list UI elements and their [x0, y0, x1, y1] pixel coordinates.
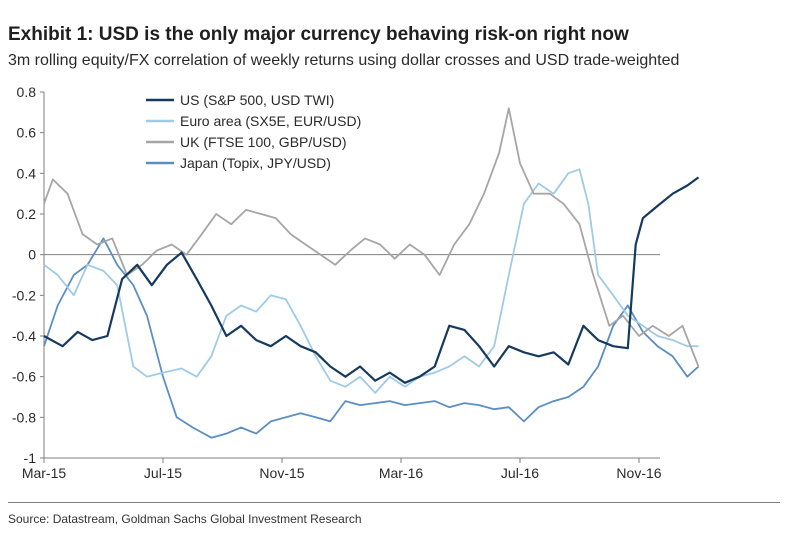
y-tick-label: -0.6 — [12, 369, 36, 385]
x-tick-label: Mar-15 — [22, 465, 67, 481]
y-tick-label: 0.6 — [17, 125, 37, 141]
series-line-euro — [43, 168, 699, 394]
legend-label-us: US (S&P 500, USD TWI) — [180, 92, 334, 108]
series-line-uk — [43, 107, 700, 367]
y-tick-label: -0.4 — [12, 328, 36, 344]
series-line-japan — [43, 237, 700, 439]
y-tick-label: -0.8 — [12, 409, 36, 425]
legend-label-uk: UK (FTSE 100, GBP/USD) — [180, 134, 346, 150]
y-tick-label: -1 — [24, 450, 37, 466]
y-tick-label: 0.2 — [17, 206, 37, 222]
x-tick-label: Jul-16 — [501, 465, 539, 481]
x-tick-label: Jul-15 — [144, 465, 182, 481]
chart-subtitle: 3m rolling equity/FX correlation of week… — [8, 52, 680, 69]
series-lines — [43, 107, 700, 439]
y-tick-label: 0 — [28, 247, 36, 263]
source-note: Source: Datastream, Goldman Sachs Global… — [8, 512, 362, 526]
legend-label-euro: Euro area (SX5E, EUR/USD) — [180, 113, 361, 129]
source-divider — [8, 502, 780, 503]
series-line-us — [43, 176, 700, 384]
legend-label-japan: Japan (Topix, JPY/USD) — [180, 155, 331, 171]
x-tick-label: Nov-15 — [259, 465, 304, 481]
x-tick-label: Mar-16 — [379, 465, 424, 481]
chart-title: Exhibit 1: USD is the only major currenc… — [8, 24, 629, 45]
y-tick-label: 0.4 — [17, 165, 37, 181]
legend: US (S&P 500, USD TWI) Euro area (SX5E, EU… — [146, 92, 361, 171]
y-tick-label: -0.2 — [12, 287, 36, 303]
x-tick-label: Nov-16 — [616, 465, 661, 481]
y-tick-label: 0.8 — [17, 84, 37, 100]
